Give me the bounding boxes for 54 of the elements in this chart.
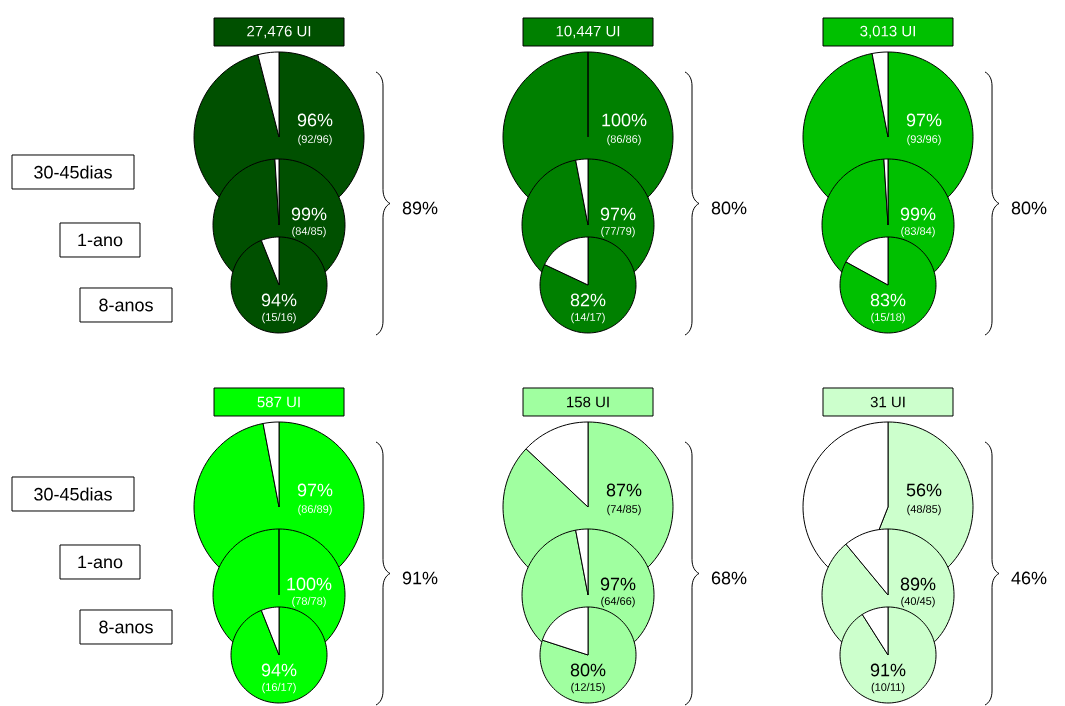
text: 27,476 UI xyxy=(247,25,311,39)
data-label: 97% xyxy=(906,113,942,127)
text: (15/16) xyxy=(262,312,296,324)
text: 80% xyxy=(1011,201,1047,215)
data-label: 97% xyxy=(600,577,636,591)
data-label: 89% xyxy=(900,577,936,591)
text: 68% xyxy=(711,571,747,585)
data-label: 94% xyxy=(261,663,297,677)
text: 158 UI xyxy=(567,396,609,408)
data-label: 96% xyxy=(297,113,333,127)
text: (16/17) xyxy=(262,682,296,694)
text: (40/45) xyxy=(901,596,935,608)
text: (78/78) xyxy=(292,596,326,608)
data-label: 91% xyxy=(870,663,906,677)
data-label: 56% xyxy=(906,483,942,497)
data-label: 87% xyxy=(606,483,642,497)
text: (10/11) xyxy=(871,682,905,694)
text: 1-ano xyxy=(78,555,123,569)
text: (83/84) xyxy=(901,226,935,238)
text: 80% xyxy=(711,201,747,215)
data-label: 97% xyxy=(600,207,636,221)
text: (92/96) xyxy=(298,134,332,146)
text: 3,013 UI xyxy=(860,25,915,39)
text: (86/86) xyxy=(607,134,641,146)
text: 8-anos xyxy=(99,298,153,312)
text: (86/89) xyxy=(298,504,332,516)
data-label: 100% xyxy=(287,577,332,591)
data-label: 99% xyxy=(900,207,936,221)
text: 30-45dias xyxy=(34,165,112,179)
text: (84/85) xyxy=(292,226,326,238)
text: 8-anos xyxy=(99,620,153,634)
text: 89% xyxy=(402,201,438,215)
data-label: 80% xyxy=(570,663,606,677)
data-label: 97% xyxy=(297,483,333,497)
data-label: 99% xyxy=(291,207,327,221)
text: 587 UI xyxy=(257,396,300,408)
text: 10,447 UI xyxy=(556,25,620,39)
text: (15/18) xyxy=(871,312,905,324)
text: 46% xyxy=(1011,571,1047,585)
data-label: 83% xyxy=(870,293,906,307)
data-label: 100% xyxy=(602,113,647,127)
data-label: 82% xyxy=(570,293,606,307)
text: (48/85) xyxy=(907,504,941,516)
data-label: 94% xyxy=(261,293,297,307)
text: (64/66) xyxy=(601,596,635,608)
text: (14/17) xyxy=(571,312,605,324)
text: (93/96) xyxy=(907,134,941,146)
text: (77/79) xyxy=(601,226,635,238)
text: 30-45dias xyxy=(34,487,112,501)
text: 1-ano xyxy=(78,233,123,247)
text: (12/15) xyxy=(571,682,605,694)
text: 91% xyxy=(402,571,438,585)
text: (74/85) xyxy=(607,504,641,516)
text: 31 UI xyxy=(870,396,905,408)
